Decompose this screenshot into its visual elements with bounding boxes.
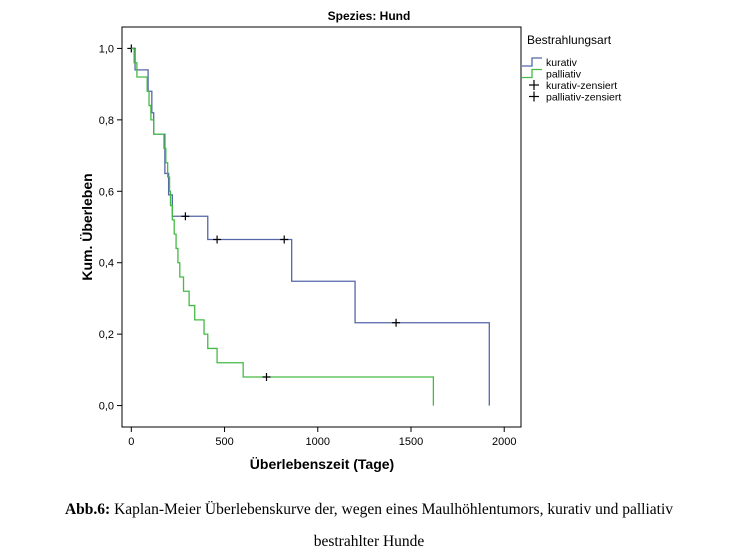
- legend-item: kurativ: [522, 57, 578, 69]
- legend-title: Bestrahlungsart: [527, 33, 612, 47]
- caption-text-line2: bestrahlter Hunde: [313, 533, 425, 550]
- survival-curve-palliativ: [131, 47, 435, 406]
- legend-swatch-line: [522, 68, 542, 79]
- chart-title: Spezies: Hund: [328, 9, 411, 23]
- legend-label: palliativ-zensiert: [546, 92, 621, 104]
- y-tick-label: 0,6: [99, 186, 114, 198]
- censor-mark-kurativ: [392, 318, 401, 327]
- caption-label: Abb.6:: [64, 501, 111, 518]
- y-tick-label: 0,2: [99, 329, 114, 341]
- survival-curves: [127, 44, 490, 406]
- x-tick-label: 0: [128, 436, 134, 448]
- y-axis-ticks: 0,0 0,2 0,4 0,6 0,8 1,0: [99, 43, 122, 413]
- legend-swatch-line: [522, 57, 542, 67]
- x-tick-label: 2000: [492, 436, 516, 448]
- legend-label: palliativ: [546, 69, 582, 81]
- censor-mark-kurativ: [213, 235, 222, 244]
- plot-frame: [121, 26, 522, 428]
- x-axis-ticks: 0 500 1000 1500 2000: [128, 427, 516, 448]
- caption-text-line1: Kaplan-Meier Überlebenskurve der, wegen …: [110, 501, 674, 518]
- y-tick-label: 1,0: [99, 43, 114, 55]
- legend: Bestrahlungsart kurativpalliativkurativ-…: [522, 33, 621, 104]
- x-tick-label: 500: [215, 436, 233, 448]
- figure-caption: Abb.6: Kaplan-Meier Überlebenskurve der,…: [0, 494, 738, 558]
- censor-mark-kurativ: [280, 235, 289, 244]
- x-axis-label: Überlebenszeit (Tage): [250, 456, 394, 472]
- y-tick-label: 0,4: [99, 258, 114, 270]
- x-tick-label: 1000: [306, 436, 330, 448]
- y-tick-label: 0,0: [99, 401, 114, 413]
- censor-mark-palliativ: [262, 373, 271, 381]
- kaplan-meier-chart: Spezies: Hund 0 500 1000 1500 2000 0,0 0,2 0,4…: [79, 9, 621, 472]
- legend-label: kurativ: [546, 57, 578, 69]
- survival-curve-kurativ: [131, 47, 490, 406]
- x-tick-label: 1500: [399, 436, 423, 448]
- censor-mark-kurativ: [181, 212, 190, 221]
- legend-item: kurativ-zensiert: [529, 80, 617, 92]
- legend-item: palliativ-zensiert: [529, 91, 621, 104]
- legend-label: kurativ-zensiert: [546, 80, 617, 92]
- y-tick-label: 0,8: [99, 115, 114, 127]
- legend-item: palliativ: [522, 69, 582, 81]
- y-axis-label: Kum. Überleben: [79, 173, 95, 280]
